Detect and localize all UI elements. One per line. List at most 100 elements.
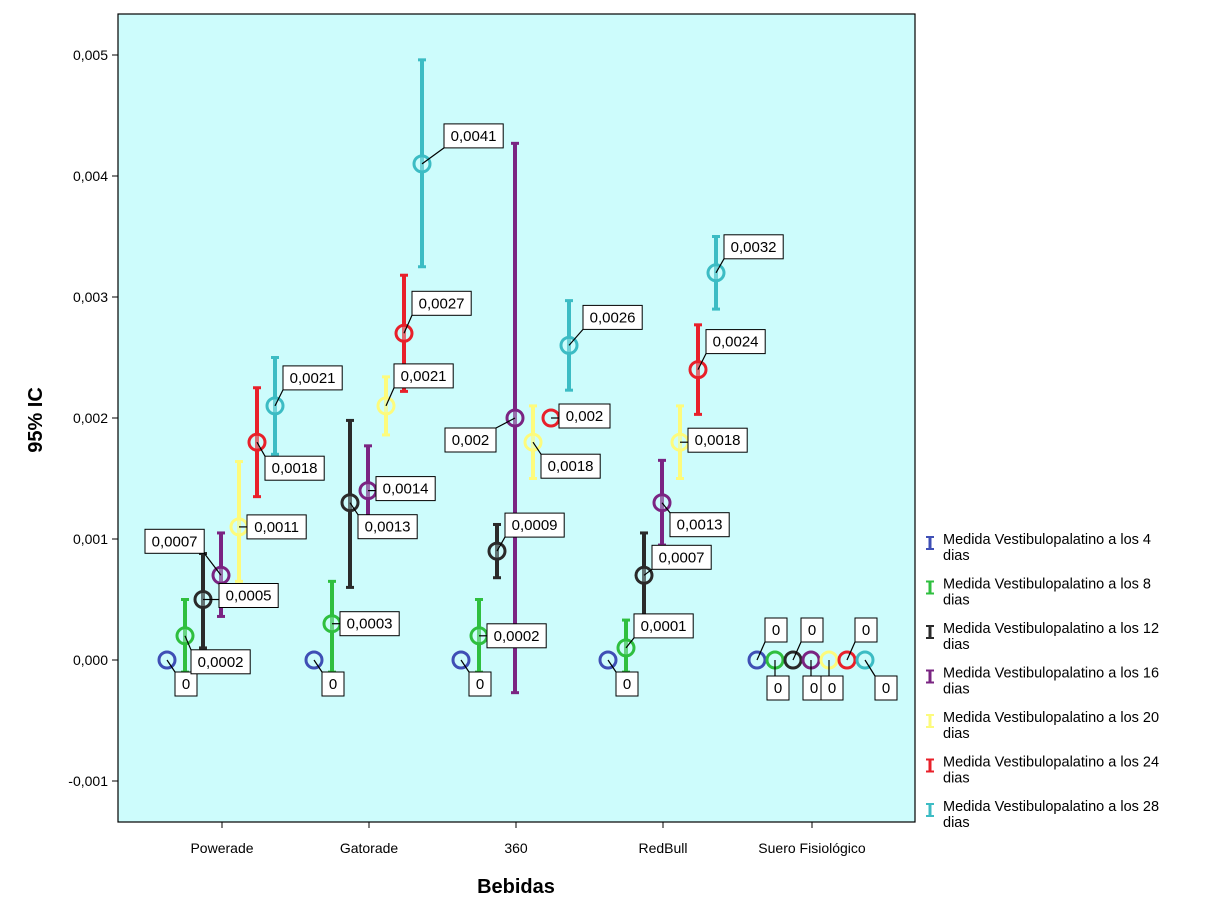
label-leader <box>715 258 725 274</box>
x-tick-label: Gatorade <box>340 840 399 856</box>
data-label-box <box>218 583 279 608</box>
data-label: 0,0024 <box>713 334 759 351</box>
data-label: 0,0018 <box>548 458 594 475</box>
data-label-box <box>764 617 788 643</box>
data-label: 0,0007 <box>152 533 198 550</box>
data-label: 0 <box>882 680 890 697</box>
data-label-box <box>582 304 643 330</box>
series-2 <box>175 579 785 674</box>
data-label: 0 <box>329 676 337 693</box>
legend-label-cont: dias <box>943 637 970 653</box>
label-leader <box>756 641 766 661</box>
legend-label: Medida Vestibulopalatino a los 12 <box>943 621 1159 637</box>
data-label: 0 <box>182 676 190 693</box>
legend-label-cont: dias <box>943 548 970 564</box>
label-leader <box>792 641 802 661</box>
y-tick-label: 0,000 <box>73 652 108 668</box>
label-leader <box>256 441 266 457</box>
legend-label: Medida Vestibulopalatino a los 28 <box>943 799 1159 815</box>
data-label-box <box>540 453 601 479</box>
data-label: 0,0001 <box>641 618 687 635</box>
legend-label: Medida Vestibulopalatino a los 8 <box>943 577 1151 593</box>
data-label: 0,0021 <box>401 368 447 385</box>
label-leader <box>203 552 222 576</box>
data-label-box <box>264 455 325 481</box>
y-tick-label: 0,004 <box>73 168 108 184</box>
data-label-box <box>246 514 307 540</box>
data-label-layer: 0 0 0 000,00020,00030,00020,000100,00050,00… <box>144 123 898 701</box>
data-label: 0,0041 <box>451 128 497 145</box>
data-label: 0,0032 <box>731 239 777 256</box>
label-leader <box>274 389 284 407</box>
label-leader <box>460 659 470 673</box>
y-tick-label: 0,001 <box>73 531 108 547</box>
data-label-box <box>443 123 504 149</box>
legend-label-cont: dias <box>943 815 970 831</box>
label-leader <box>421 147 445 165</box>
label-leader <box>846 641 856 661</box>
x-tick-label: 360 <box>504 840 528 856</box>
data-label: 0 <box>623 676 631 693</box>
data-label-box <box>282 365 343 391</box>
label-leader <box>403 315 413 334</box>
data-label: 0,002 <box>566 408 604 425</box>
data-label-box <box>615 671 639 697</box>
data-label: 0 <box>476 676 484 693</box>
data-label-box <box>723 234 784 260</box>
x-tick-label: Suero Fisiológico <box>758 840 866 856</box>
data-label: 0,0002 <box>198 654 244 671</box>
label-leader <box>625 637 635 649</box>
data-label-box <box>321 671 345 697</box>
data-label-box <box>444 427 497 453</box>
y-axis-title: 95% IC <box>25 387 47 453</box>
data-label: 0,0007 <box>659 549 705 566</box>
x-tick-label: Powerade <box>190 840 253 856</box>
data-label-box <box>339 611 400 637</box>
legend-label-cont: dias <box>943 593 970 609</box>
legend-label: Medida Vestibulopalatino a los 16 <box>943 666 1159 682</box>
y-tick-label: 0,005 <box>73 47 108 63</box>
data-label: 0,0003 <box>347 616 393 633</box>
label-leader <box>349 502 359 516</box>
data-label-box <box>820 675 844 701</box>
data-label: 0,0027 <box>419 295 465 312</box>
legend-label: Medida Vestibulopalatino a los 20 <box>943 710 1159 726</box>
data-label: 0 <box>810 680 818 697</box>
data-label-box <box>800 617 824 643</box>
data-label: 0,0005 <box>226 588 272 605</box>
data-label: 0,0018 <box>695 432 741 449</box>
data-label: 0,0018 <box>272 460 318 477</box>
data-label-box <box>633 613 694 639</box>
x-axis: Powerade Gatorade 360 RedBull Suero Fisiológ… <box>190 822 866 856</box>
data-label-box <box>669 512 730 538</box>
label-leader <box>607 659 617 673</box>
legend-label: Medida Vestibulopalatino a los 24 <box>943 755 1159 771</box>
data-label: 0,0014 <box>383 481 429 498</box>
y-tick-label: 0,003 <box>73 289 108 305</box>
label-leader <box>385 387 395 407</box>
data-label-box <box>687 427 748 453</box>
legend-label-cont: dias <box>943 771 970 787</box>
data-label-box <box>504 512 565 538</box>
data-label: 0 <box>772 622 780 639</box>
data-label: 0,0021 <box>290 370 336 387</box>
series-3 <box>193 418 803 670</box>
legend-label: Medida Vestibulopalatino a los 4 <box>943 532 1151 548</box>
label-leader <box>496 536 506 552</box>
label-leader <box>661 502 671 514</box>
data-label-box <box>766 675 790 701</box>
legend: Medida Vestibulopalatino a los 4diasMedi… <box>926 532 1159 831</box>
data-label: 0,0026 <box>590 309 636 326</box>
series-5 <box>229 375 839 670</box>
data-label: 0 <box>862 622 870 639</box>
data-label: 0 <box>828 680 836 697</box>
data-label-box <box>854 617 878 643</box>
y-tick-label: -0,001 <box>68 773 108 789</box>
x-axis-title: Bebidas <box>477 876 555 897</box>
